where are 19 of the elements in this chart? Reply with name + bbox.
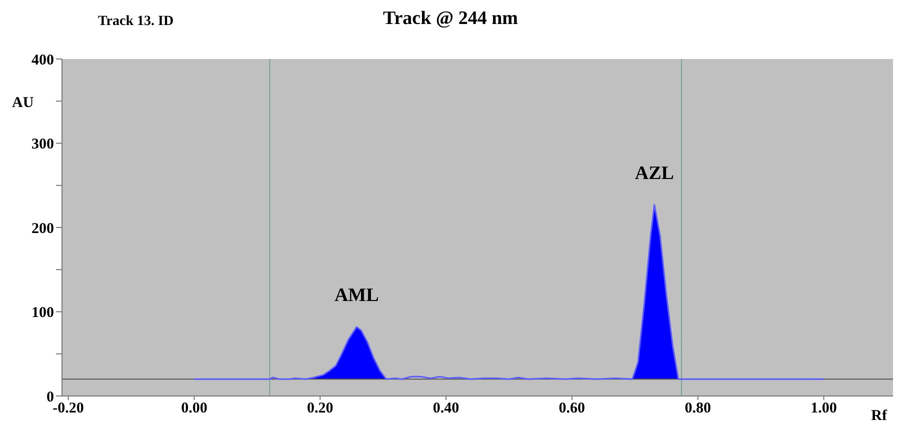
- y-tick-label: 200: [32, 220, 54, 237]
- text: Track 13. ID: [98, 14, 174, 30]
- x-tick-label: -0.20: [52, 400, 84, 417]
- chart-title: Track @ 244 nm: [382, 8, 518, 29]
- x-tick-label: 0.40: [432, 400, 460, 417]
- x-tick-label: 0.00: [181, 400, 208, 417]
- x-axis-title: Rf: [871, 408, 888, 424]
- line-series: [193, 204, 824, 380]
- x-tick-label: 0.20: [306, 400, 334, 417]
- annotation: AML: [334, 284, 379, 306]
- y-axis-title: AU: [12, 95, 34, 111]
- x-tick-label: 0.80: [684, 400, 711, 417]
- y-tick-label: 300: [32, 136, 54, 153]
- annotation: AZL: [634, 162, 674, 184]
- x-tick-label: 1.00: [810, 400, 837, 417]
- y-tick-label: 0: [46, 389, 54, 406]
- y-tick-label: 400: [32, 52, 54, 68]
- x-tick-label: 0.60: [558, 400, 586, 417]
- y-tick-label: 100: [32, 305, 54, 322]
